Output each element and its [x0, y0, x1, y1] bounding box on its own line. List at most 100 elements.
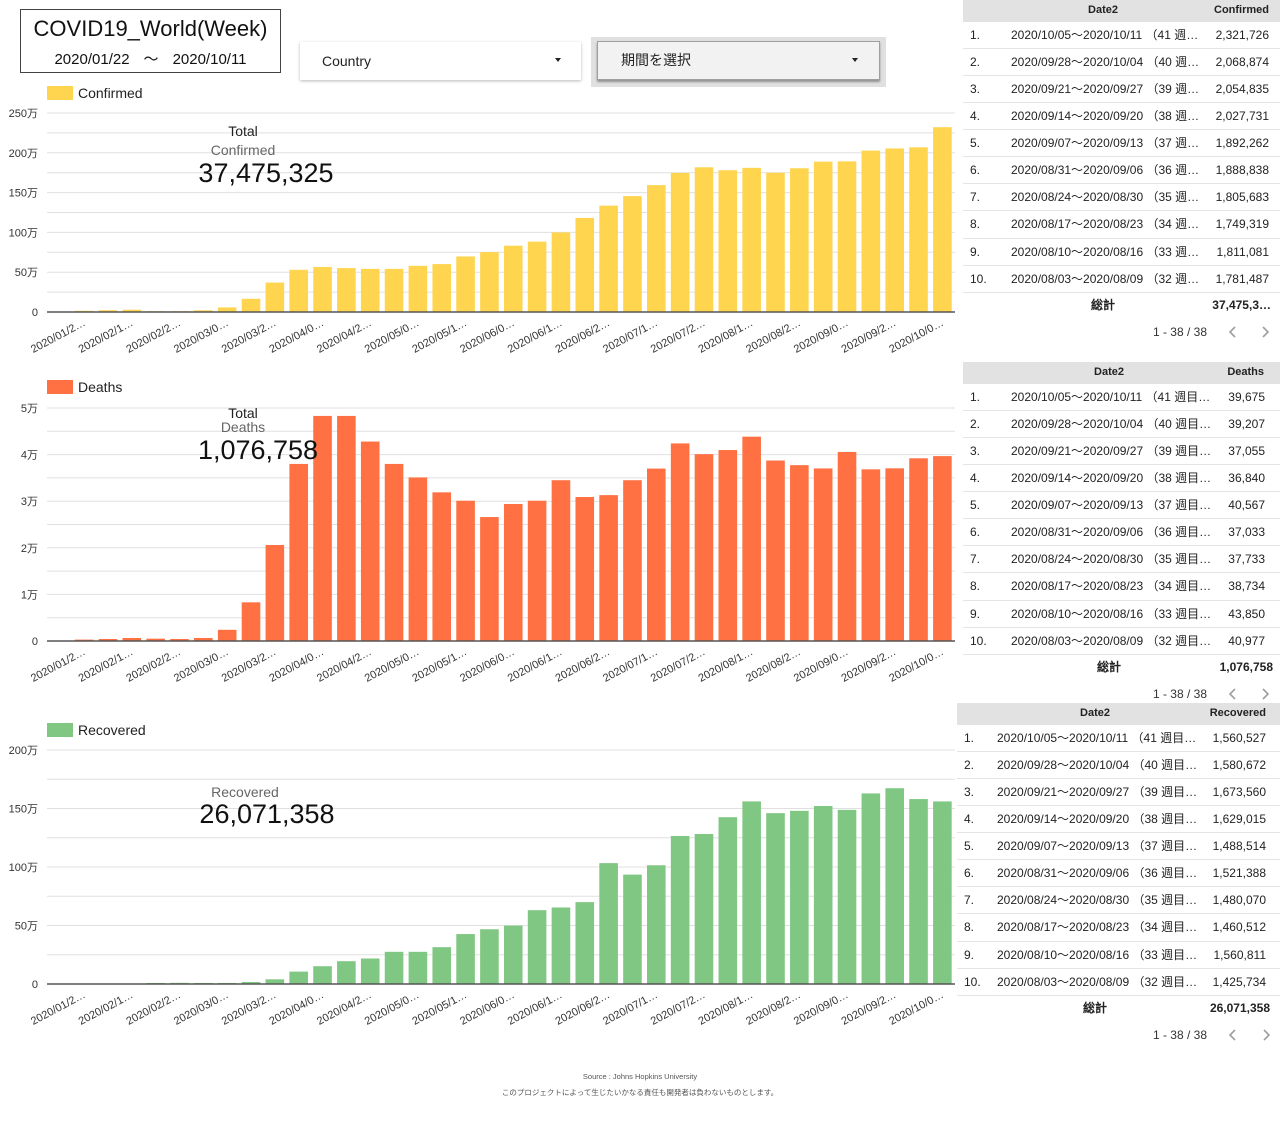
bar[interactable]: [360, 268, 380, 312]
bar[interactable]: [909, 147, 928, 312]
table-row[interactable]: 3. 2020/09/21〜2020/09/27 （39 週… 2,054,835: [963, 76, 1280, 103]
bar[interactable]: [718, 450, 738, 641]
table-row[interactable]: 9. 2020/08/10〜2020/08/16 （33 週目… 1,560,811: [957, 942, 1280, 969]
prev-page-button[interactable]: [1225, 1027, 1241, 1043]
table-row[interactable]: 5. 2020/09/07〜2020/09/13 （37 週目… 40,567: [963, 492, 1280, 520]
bar[interactable]: [432, 264, 452, 312]
table-row[interactable]: 6. 2020/08/31〜2020/09/06 （36 週… 1,888,838: [963, 157, 1280, 185]
table-row[interactable]: 9. 2020/08/10〜2020/08/16 （33 週目… 43,850: [963, 601, 1280, 628]
bar[interactable]: [408, 951, 428, 984]
bar[interactable]: [408, 265, 428, 312]
table-row[interactable]: 4. 2020/09/14〜2020/09/20 （38 週目… 36,840: [963, 465, 1280, 493]
bar[interactable]: [575, 902, 595, 984]
table-row[interactable]: 7. 2020/08/24〜2020/08/30 （35 週… 1,805,683: [963, 184, 1280, 212]
bar[interactable]: [551, 907, 571, 984]
table-row[interactable]: 10. 2020/08/03〜2020/08/09 （32 週目… 40,977: [963, 628, 1280, 655]
bar[interactable]: [861, 793, 881, 984]
bar[interactable]: [813, 468, 833, 641]
bar[interactable]: [337, 961, 356, 984]
bar[interactable]: [241, 982, 261, 984]
column-header-date[interactable]: Date2: [1094, 366, 1124, 378]
table-row[interactable]: 8. 2020/08/17〜2020/08/23 （34 週目… 38,734: [963, 573, 1280, 601]
bar[interactable]: [432, 947, 452, 984]
bar[interactable]: [647, 185, 666, 312]
bar[interactable]: [527, 910, 547, 984]
bar[interactable]: [313, 966, 332, 984]
bar[interactable]: [480, 929, 499, 984]
column-header-confirmed[interactable]: Confirmed: [1214, 4, 1269, 16]
bar[interactable]: [766, 172, 785, 312]
bar[interactable]: [718, 817, 738, 984]
bar[interactable]: [98, 310, 118, 312]
bar[interactable]: [885, 148, 904, 312]
bar[interactable]: [647, 865, 666, 984]
bar[interactable]: [885, 788, 904, 984]
bar[interactable]: [813, 805, 833, 984]
bar[interactable]: [122, 638, 142, 641]
bar[interactable]: [813, 161, 833, 312]
bar[interactable]: [551, 480, 571, 641]
table-row[interactable]: 1. 2020/10/05〜2020/10/11 （41 週目… 39,675: [963, 384, 1280, 411]
bar[interactable]: [527, 241, 547, 312]
table-row[interactable]: 5. 2020/09/07〜2020/09/13 （37 週… 1,892,262: [963, 130, 1280, 158]
bar[interactable]: [933, 127, 952, 312]
bar[interactable]: [670, 835, 690, 984]
bar[interactable]: [837, 161, 857, 312]
bar[interactable]: [718, 170, 738, 312]
bar[interactable]: [790, 810, 809, 984]
bar[interactable]: [503, 503, 523, 641]
bar[interactable]: [384, 268, 404, 312]
bar[interactable]: [670, 443, 690, 641]
bar[interactable]: [98, 638, 118, 641]
bar[interactable]: [337, 268, 356, 312]
table-row[interactable]: 10. 2020/08/03〜2020/08/09 （32 週… 1,781,487: [963, 266, 1280, 293]
table-row[interactable]: 4. 2020/09/14〜2020/09/20 （38 週目… 1,629,015: [957, 806, 1280, 834]
bar[interactable]: [217, 629, 237, 641]
bar[interactable]: [456, 500, 475, 641]
bar[interactable]: [480, 517, 499, 641]
bar[interactable]: [170, 638, 189, 641]
bar[interactable]: [670, 172, 690, 312]
bar[interactable]: [217, 307, 237, 312]
bar[interactable]: [909, 799, 928, 984]
bar[interactable]: [647, 468, 666, 641]
table-row[interactable]: 6. 2020/08/31〜2020/09/06 （36 週目… 37,033: [963, 519, 1280, 547]
table-row[interactable]: 2. 2020/09/28〜2020/10/04 （40 週目… 39,207: [963, 411, 1280, 438]
bar[interactable]: [337, 415, 356, 641]
bar[interactable]: [766, 460, 785, 641]
next-page-button[interactable]: [1258, 1027, 1274, 1043]
bar[interactable]: [241, 602, 261, 641]
table-row[interactable]: 2. 2020/09/28〜2020/10/04 （40 週… 2,068,874: [963, 49, 1280, 76]
column-header-date[interactable]: Date2: [1088, 4, 1118, 16]
table-row[interactable]: 7. 2020/08/24〜2020/08/30 （35 週目… 37,733: [963, 546, 1280, 574]
bar[interactable]: [265, 282, 285, 312]
table-row[interactable]: 10. 2020/08/03〜2020/08/09 （32 週目… 1,425,73…: [957, 969, 1280, 996]
bar[interactable]: [623, 874, 642, 984]
next-page-button[interactable]: [1257, 686, 1273, 702]
bar[interactable]: [527, 500, 547, 641]
next-page-button[interactable]: [1257, 324, 1273, 340]
bar[interactable]: [122, 309, 142, 312]
bar[interactable]: [456, 256, 475, 312]
bar[interactable]: [599, 495, 618, 641]
country-dropdown[interactable]: Country: [300, 42, 581, 80]
bar[interactable]: [194, 310, 213, 312]
column-header-deaths[interactable]: Deaths: [1227, 366, 1264, 378]
bar[interactable]: [742, 436, 761, 641]
bar[interactable]: [503, 925, 523, 984]
bar[interactable]: [742, 801, 761, 984]
bar[interactable]: [289, 463, 308, 641]
table-row[interactable]: 8. 2020/08/17〜2020/08/23 （34 週目… 1,460,512: [957, 914, 1280, 942]
bar[interactable]: [694, 834, 714, 984]
bar[interactable]: [289, 971, 308, 984]
bar[interactable]: [861, 469, 881, 641]
bar[interactable]: [241, 298, 261, 312]
table-row[interactable]: 5. 2020/09/07〜2020/09/13 （37 週目… 1,488,514: [957, 833, 1280, 861]
bar[interactable]: [408, 477, 428, 641]
table-row[interactable]: 6. 2020/08/31〜2020/09/06 （36 週目… 1,521,388: [957, 860, 1280, 888]
prev-page-button[interactable]: [1225, 686, 1241, 702]
bar[interactable]: [265, 545, 285, 641]
table-row[interactable]: 1. 2020/10/05〜2020/10/11 （41 週… 2,321,726: [963, 22, 1280, 49]
table-row[interactable]: 2. 2020/09/28〜2020/10/04 （40 週目… 1,580,672: [957, 752, 1280, 779]
period-dropdown[interactable]: 期間を選択: [597, 41, 880, 80]
